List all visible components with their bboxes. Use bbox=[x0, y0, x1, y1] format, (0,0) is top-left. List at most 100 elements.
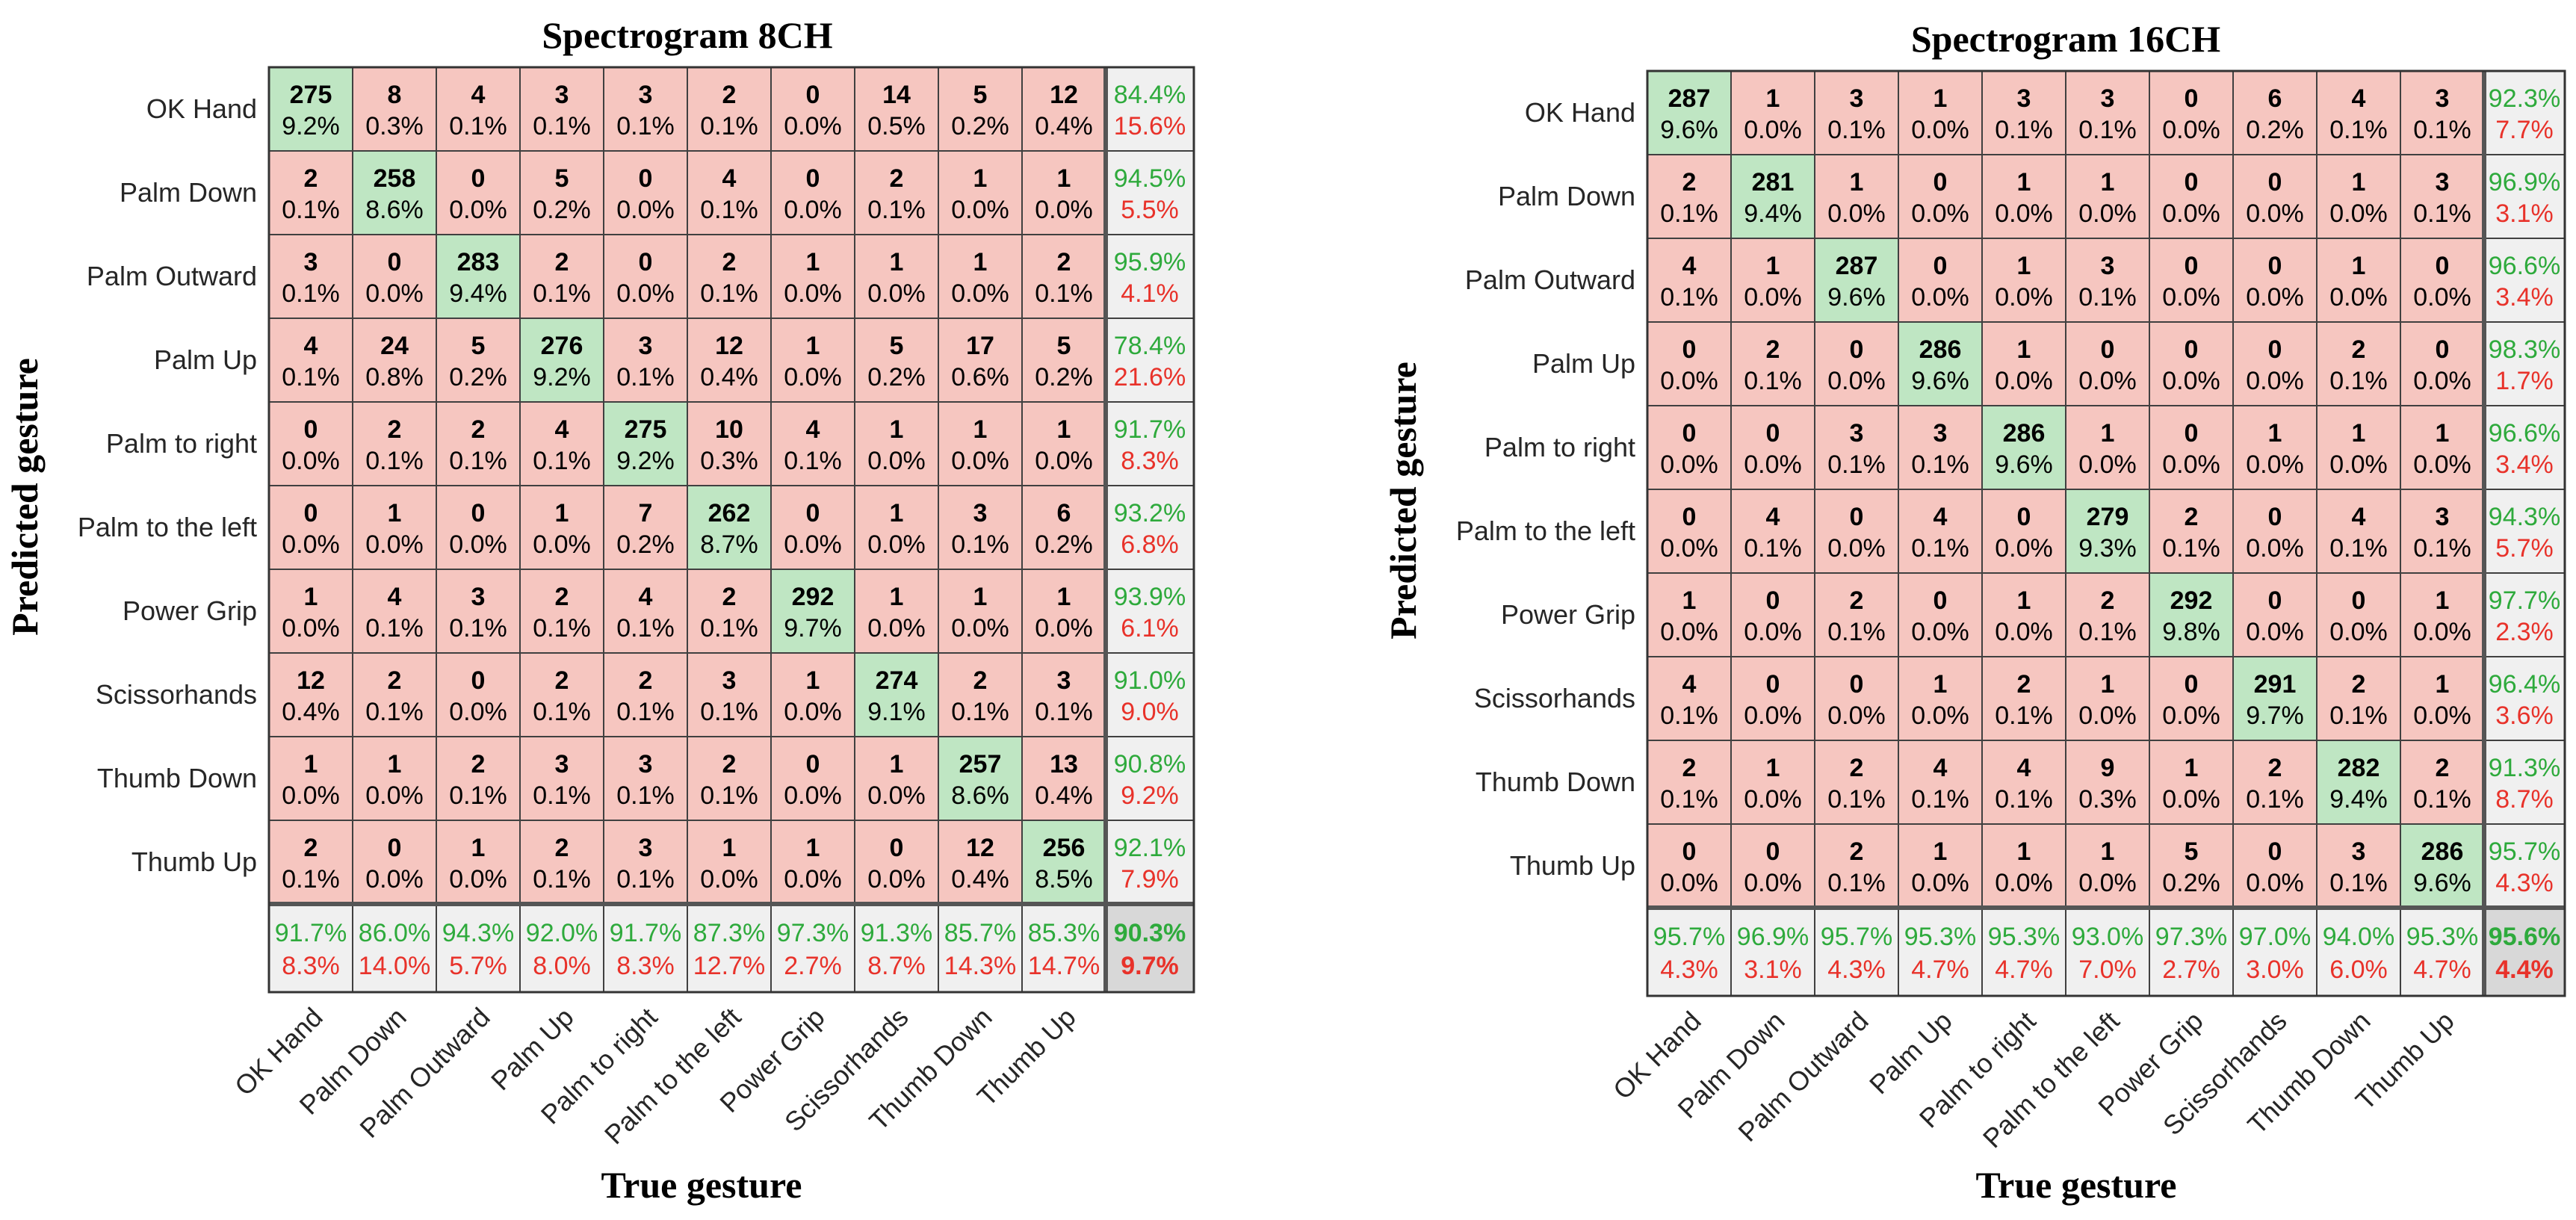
cell-count: 287 bbox=[1836, 252, 1878, 280]
cell-percent: 0.0% bbox=[616, 279, 675, 308]
cell-count: 2 bbox=[2436, 754, 2450, 782]
matrix-cell bbox=[2065, 405, 2150, 490]
row-label: Thumb Up bbox=[131, 846, 257, 877]
cell-count: 1 bbox=[2017, 335, 2031, 364]
col-error: 14.0% bbox=[359, 952, 430, 980]
cell-percent: 0.1% bbox=[533, 781, 591, 810]
cell-count: 0 bbox=[2268, 837, 2282, 866]
matrix-cell bbox=[1021, 318, 1106, 403]
row-label: Power Grip bbox=[123, 595, 257, 626]
matrix-border bbox=[1646, 69, 2566, 997]
cell-percent: 0.1% bbox=[616, 865, 675, 894]
matrix-cell bbox=[2232, 405, 2318, 490]
cell-percent: 0.0% bbox=[784, 196, 842, 224]
row-error: 7.7% bbox=[2495, 116, 2554, 144]
cell-percent: 0.4% bbox=[951, 865, 1009, 894]
cell-count: 4 bbox=[1766, 503, 1780, 531]
cell-count: 5 bbox=[555, 164, 569, 193]
matrix-cell bbox=[2232, 572, 2318, 657]
matrix-cell bbox=[2316, 70, 2401, 155]
cell-count: 0 bbox=[471, 164, 486, 193]
cell-percent: 0.0% bbox=[1995, 534, 2053, 563]
cell-count: 3 bbox=[555, 81, 569, 109]
cell-percent: 0.1% bbox=[2078, 618, 2137, 646]
cell-percent: 0.1% bbox=[2413, 199, 2471, 228]
cell-count: 3 bbox=[2101, 252, 2115, 280]
cell-count: 6 bbox=[1057, 499, 1071, 527]
matrix-cell bbox=[2232, 656, 2318, 741]
cell-percent: 0.1% bbox=[365, 698, 424, 726]
cell-count: 3 bbox=[1057, 666, 1071, 695]
cell-percent: 0.2% bbox=[1035, 363, 1093, 391]
matrix-cell bbox=[268, 66, 353, 152]
cell-count: 3 bbox=[639, 81, 653, 109]
cell-count: 0 bbox=[806, 750, 820, 778]
row-error: 9.0% bbox=[1121, 698, 1179, 726]
cell-percent: 0.0% bbox=[951, 279, 1009, 308]
cell-percent: 0.0% bbox=[1995, 199, 2053, 228]
cell-percent: 0.0% bbox=[2078, 869, 2137, 897]
cell-count: 3 bbox=[2436, 168, 2450, 196]
cell-percent: 0.1% bbox=[1911, 450, 1969, 479]
col-summary-cell bbox=[2316, 907, 2401, 997]
cell-count: 3 bbox=[2101, 84, 2115, 113]
matrix-cell bbox=[268, 820, 353, 905]
col-error: 7.0% bbox=[2078, 956, 2137, 984]
cell-percent: 0.1% bbox=[784, 447, 842, 475]
cell-percent: 0.0% bbox=[1660, 450, 1718, 479]
cell-percent: 0.1% bbox=[1660, 702, 1718, 730]
cell-percent: 0.1% bbox=[449, 781, 507, 810]
col-recall: 97.3% bbox=[2155, 923, 2227, 951]
col-recall: 87.3% bbox=[693, 919, 765, 947]
cell-percent: 0.1% bbox=[1995, 785, 2053, 814]
cell-percent: 0.0% bbox=[1744, 283, 1802, 312]
cell-count: 292 bbox=[2170, 586, 2213, 615]
col-error: 8.0% bbox=[533, 952, 591, 980]
row-summary-cell bbox=[2483, 572, 2566, 657]
row-label: Palm Up bbox=[1532, 348, 1635, 379]
cell-count: 1 bbox=[2017, 586, 2031, 615]
matrix-cell bbox=[1898, 740, 1983, 825]
cell-count: 2 bbox=[1682, 168, 1697, 196]
matrix-cell bbox=[1981, 823, 2066, 908]
matrix-cell bbox=[1898, 70, 1983, 155]
cell-percent: 0.0% bbox=[2329, 283, 2388, 312]
row-summary-cell bbox=[1105, 318, 1195, 403]
cell-count: 0 bbox=[2436, 252, 2450, 280]
cell-count: 2 bbox=[639, 666, 653, 695]
y-axis-title: Predicted gesture bbox=[1382, 362, 1424, 640]
cell-count: 1 bbox=[1766, 84, 1780, 113]
matrix-cell bbox=[2316, 656, 2401, 741]
cell-count: 0 bbox=[2185, 168, 2199, 196]
matrix-cell bbox=[854, 150, 939, 235]
cell-percent: 0.5% bbox=[867, 112, 926, 140]
row-error: 5.5% bbox=[1121, 196, 1179, 224]
confusion-matrix-8ch: Spectrogram 8CH2759.2%80.3%40.1%30.1%30.… bbox=[4, 14, 1195, 1206]
col-recall: 86.0% bbox=[359, 919, 430, 947]
cell-percent: 0.0% bbox=[2078, 199, 2137, 228]
cell-percent: 0.1% bbox=[533, 865, 591, 894]
matrix-cell bbox=[770, 234, 855, 319]
cell-percent: 0.0% bbox=[2246, 283, 2304, 312]
cell-percent: 0.1% bbox=[2329, 534, 2388, 563]
cell-percent: 0.1% bbox=[616, 614, 675, 642]
cell-count: 281 bbox=[1752, 168, 1795, 196]
cell-percent: 0.0% bbox=[1911, 618, 1969, 646]
col-recall: 97.3% bbox=[777, 919, 849, 947]
matrix-cell bbox=[2065, 238, 2150, 323]
x-axis-title: True gesture bbox=[601, 1164, 802, 1206]
cell-count: 4 bbox=[1933, 754, 1948, 782]
cell-count: 1 bbox=[1057, 583, 1071, 611]
cell-count: 258 bbox=[374, 164, 416, 193]
row-precision: 92.3% bbox=[2489, 84, 2560, 113]
col-recall: 96.9% bbox=[1737, 923, 1809, 951]
cell-percent: 0.0% bbox=[867, 614, 926, 642]
y-axis-title: Predicted gesture bbox=[4, 358, 46, 636]
cell-percent: 0.2% bbox=[951, 112, 1009, 140]
cell-percent: 0.0% bbox=[867, 279, 926, 308]
cell-percent: 0.0% bbox=[867, 530, 926, 559]
matrix-cell bbox=[352, 401, 437, 486]
cell-count: 0 bbox=[1933, 168, 1948, 196]
cell-percent: 0.0% bbox=[2246, 450, 2304, 479]
cell-count: 291 bbox=[2254, 670, 2297, 699]
